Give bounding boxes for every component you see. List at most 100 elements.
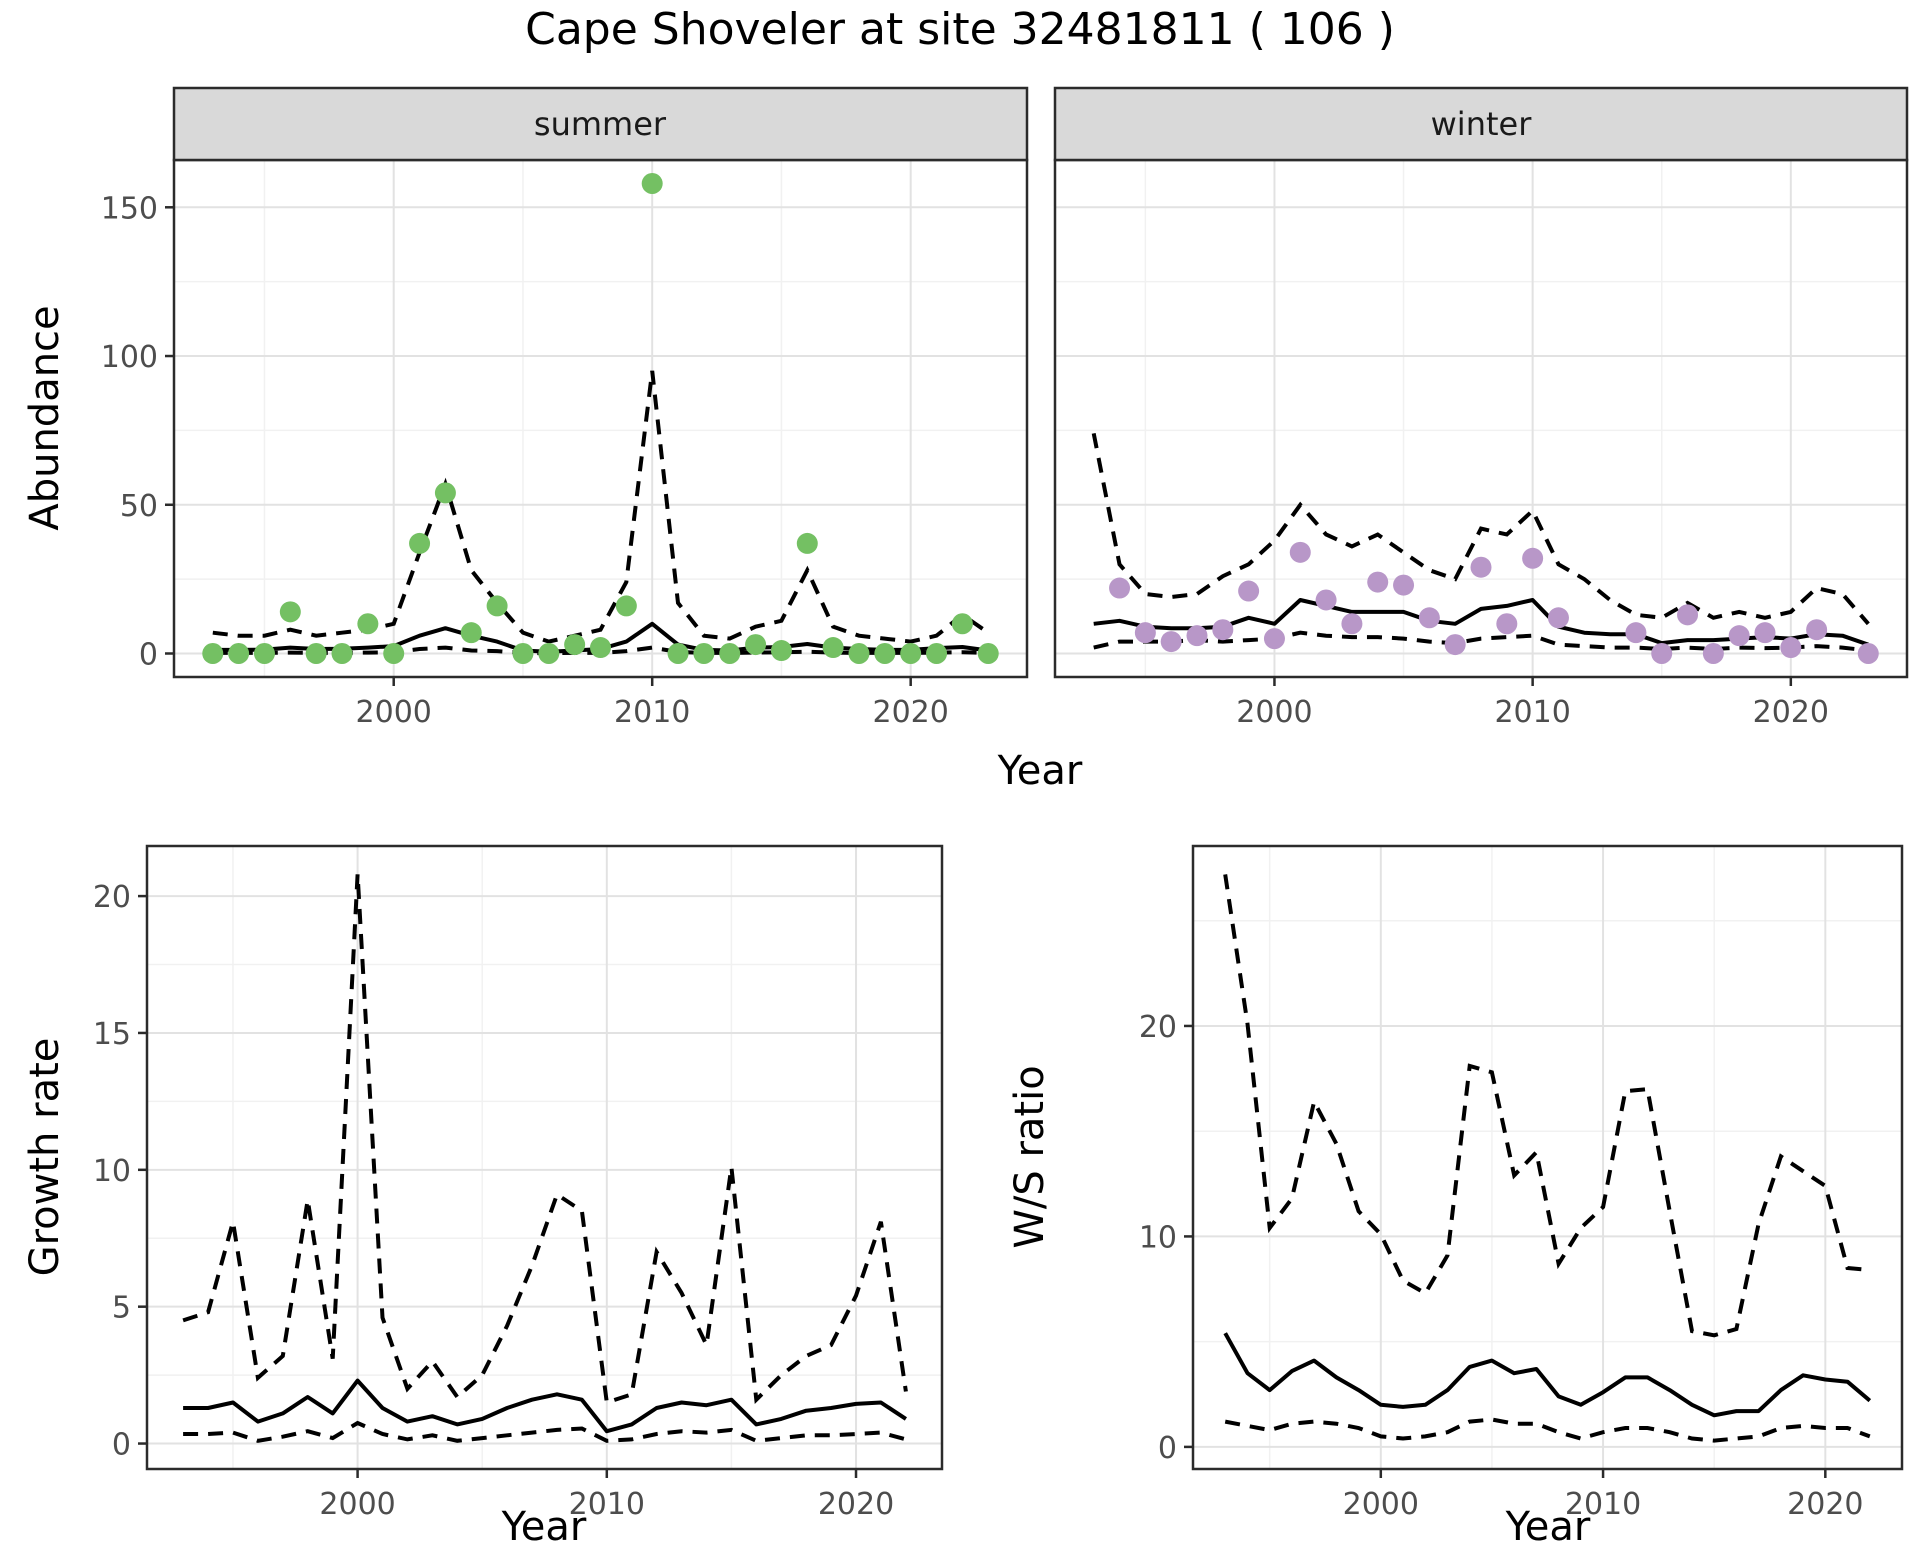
y-axis-title-growth-rate: Growth rate xyxy=(22,1037,68,1277)
x-tick-label: 2020 xyxy=(818,1487,894,1522)
observed-point xyxy=(1470,556,1492,578)
observed-point xyxy=(1677,604,1699,626)
observed-point xyxy=(1289,541,1311,563)
x-tick-label: 2010 xyxy=(1565,1487,1641,1522)
x-axis-title-year-growth: Year xyxy=(501,1504,587,1550)
x-tick-label: 2020 xyxy=(873,695,949,730)
observed-point xyxy=(848,643,870,664)
observed-point xyxy=(1780,637,1802,659)
y-tick-label: 0 xyxy=(1158,1431,1177,1466)
observed-point xyxy=(331,643,353,664)
observed-point xyxy=(1522,547,1544,569)
observed-point xyxy=(564,634,586,656)
observed-point xyxy=(383,643,405,664)
y-tick-label: 0 xyxy=(139,638,158,673)
observed-point xyxy=(1109,577,1131,599)
y-tick-label: 50 xyxy=(120,489,158,524)
observed-point xyxy=(228,643,250,664)
observed-point xyxy=(822,637,844,659)
observed-point xyxy=(1754,622,1776,644)
facet-strip-label-summer: summer xyxy=(533,105,667,143)
y-tick-label: 100 xyxy=(101,340,158,375)
x-axis-title-year-top: Year xyxy=(997,748,1083,794)
x-tick-label: 2020 xyxy=(1787,1487,1863,1522)
observed-point xyxy=(874,643,896,664)
ci-upper-line xyxy=(1223,874,1870,1338)
observed-point xyxy=(1160,631,1182,653)
x-tick-label: 2000 xyxy=(1343,1487,1419,1522)
observed-point xyxy=(900,643,922,664)
chart-abundance-summer: 2000 2010 2020 0 50 100 150 xyxy=(101,86,1029,730)
observed-point xyxy=(770,640,792,662)
y-axis-title-ws-ratio: W/S ratio xyxy=(1007,1065,1053,1249)
observed-point xyxy=(1393,574,1415,596)
facet-strip xyxy=(1053,86,1909,162)
fit-line xyxy=(183,1378,907,1434)
x-axis-title-year-ws: Year xyxy=(1505,1504,1591,1550)
plot-title: Cape Shoveler at site 32481811 ( 106 ) xyxy=(525,4,1395,55)
fit-line xyxy=(1223,1332,1872,1418)
observed-point xyxy=(590,637,611,659)
observed-point xyxy=(693,643,715,664)
observed-point xyxy=(1625,622,1647,644)
observed-point xyxy=(951,613,973,635)
chart-abundance-winter: 2000 2010 2020 xyxy=(1053,86,1909,730)
x-tick-label: 2010 xyxy=(1494,695,1570,730)
observed-point xyxy=(1651,643,1673,664)
facet-strip-label-winter: winter xyxy=(1430,105,1532,143)
observed-point xyxy=(1186,625,1208,647)
observed-point xyxy=(719,643,741,664)
observed-point xyxy=(202,643,224,664)
y-tick-label: 5 xyxy=(112,1291,131,1326)
observed-point xyxy=(615,595,637,617)
y-tick-label: 150 xyxy=(101,191,158,226)
observed-point xyxy=(434,482,456,504)
observed-point xyxy=(1134,622,1156,644)
observed-point xyxy=(977,643,999,664)
y-tick-label: 15 xyxy=(93,1017,131,1052)
observed-point xyxy=(1702,643,1724,664)
observed-point xyxy=(486,595,508,617)
observed-point xyxy=(1444,634,1466,656)
observed-point xyxy=(305,643,327,664)
y-tick-label: 20 xyxy=(93,880,131,915)
ci-upper-line xyxy=(182,874,908,1406)
y-tick-label: 10 xyxy=(93,1154,131,1189)
observed-point xyxy=(409,532,431,554)
observed-point xyxy=(538,643,560,664)
observed-point xyxy=(1547,607,1569,629)
y-tick-label: 10 xyxy=(1139,1220,1177,1255)
observed-point xyxy=(641,173,663,194)
observed-point xyxy=(1728,625,1750,647)
chart-ws-ratio: 2000 2010 2020 0 10 20 xyxy=(1139,844,1904,1522)
observed-point xyxy=(253,643,275,664)
x-tick-label: 2010 xyxy=(614,695,690,730)
x-tick-label: 2000 xyxy=(356,695,432,730)
observed-point xyxy=(1315,589,1337,611)
observed-point xyxy=(1367,571,1389,593)
x-tick-label: 2010 xyxy=(569,1487,645,1522)
panel-border xyxy=(145,844,944,1471)
observed-point xyxy=(1212,619,1234,641)
observed-point xyxy=(1263,628,1285,650)
observed-point xyxy=(279,601,301,623)
observed-point xyxy=(926,643,948,664)
observed-point xyxy=(796,532,818,554)
observed-point xyxy=(1496,613,1518,635)
x-tick-label: 2020 xyxy=(1753,695,1829,730)
ci-lower-line xyxy=(1093,630,1869,653)
observed-point xyxy=(745,634,767,656)
chart-growth-rate: 2000 2010 2020 0 5 10 15 20 xyxy=(93,844,944,1522)
y-axis-title-abundance: Abundance xyxy=(22,305,68,531)
panel-border xyxy=(1191,844,1904,1471)
observed-point xyxy=(1238,580,1260,602)
observed-point xyxy=(460,622,482,644)
observed-point xyxy=(667,643,689,664)
ci-lower-line xyxy=(1224,1417,1871,1443)
y-tick-label: 20 xyxy=(1139,1010,1177,1045)
observed-point xyxy=(1806,619,1828,641)
observed-point xyxy=(357,613,379,635)
observed-point xyxy=(1418,607,1440,629)
ci-upper-line xyxy=(1091,433,1870,626)
observed-point xyxy=(1341,613,1363,635)
